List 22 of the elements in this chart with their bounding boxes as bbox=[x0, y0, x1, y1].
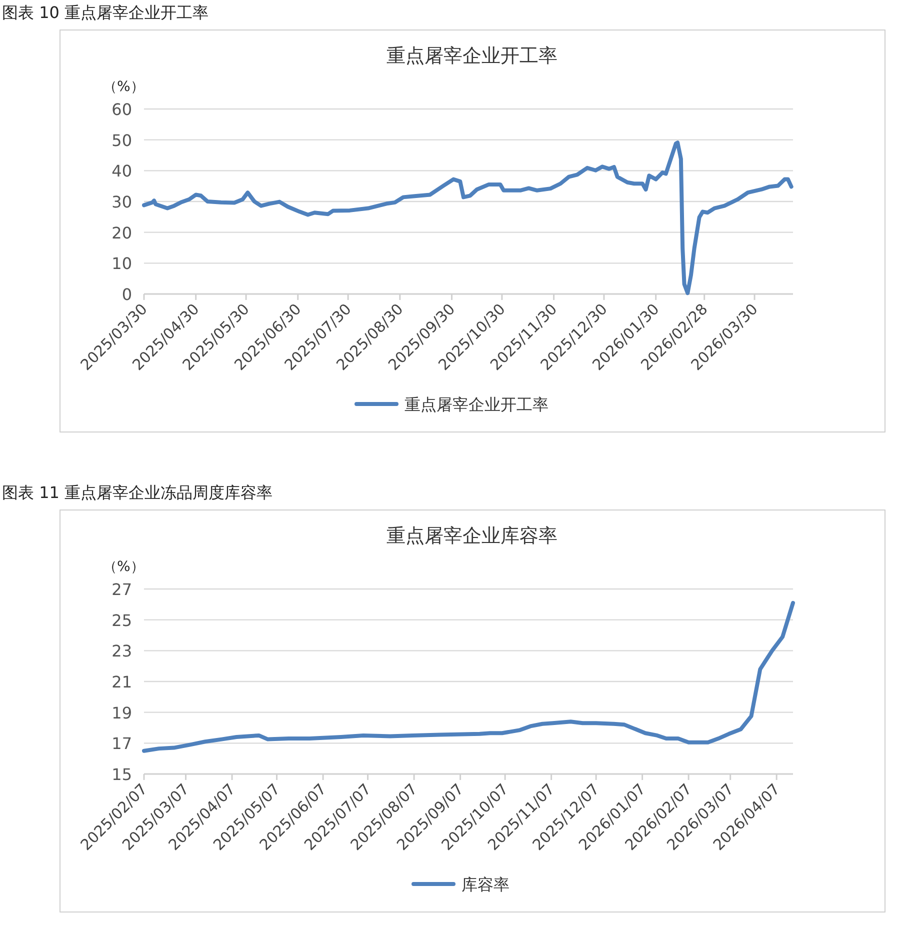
y-tick-label: 27 bbox=[112, 580, 132, 599]
y-tick-label: 15 bbox=[112, 765, 132, 784]
y-tick-label: 40 bbox=[112, 162, 132, 181]
y-tick-label: 30 bbox=[112, 192, 132, 212]
legend-label: 重点屠宰企业开工率 bbox=[404, 395, 548, 414]
y-tick-label: 50 bbox=[112, 130, 132, 150]
chart-title: 图表 11 重点屠宰企业冻品周度库容率 bbox=[2, 483, 273, 502]
y-tick-label: 10 bbox=[112, 254, 132, 274]
y-tick-label: 60 bbox=[112, 100, 132, 119]
y-tick-label: 19 bbox=[112, 703, 132, 722]
chart-subtitle: 重点屠宰企业开工率 bbox=[386, 45, 558, 67]
y-tick-label: 20 bbox=[112, 223, 132, 242]
y-axis-title: （%） bbox=[103, 559, 144, 575]
y-tick-label: 21 bbox=[112, 672, 132, 692]
y-tick-label: 25 bbox=[112, 610, 132, 630]
chart-title: 图表 10 重点屠宰企业开工率 bbox=[2, 3, 209, 22]
chart-subtitle: 重点屠宰企业库容率 bbox=[386, 525, 558, 547]
y-axis-title: （%） bbox=[103, 79, 144, 95]
y-tick-label: 17 bbox=[112, 734, 132, 754]
y-tick-label: 0 bbox=[122, 285, 132, 304]
y-tick-label: 23 bbox=[112, 642, 132, 661]
legend-label: 库容率 bbox=[462, 875, 510, 894]
